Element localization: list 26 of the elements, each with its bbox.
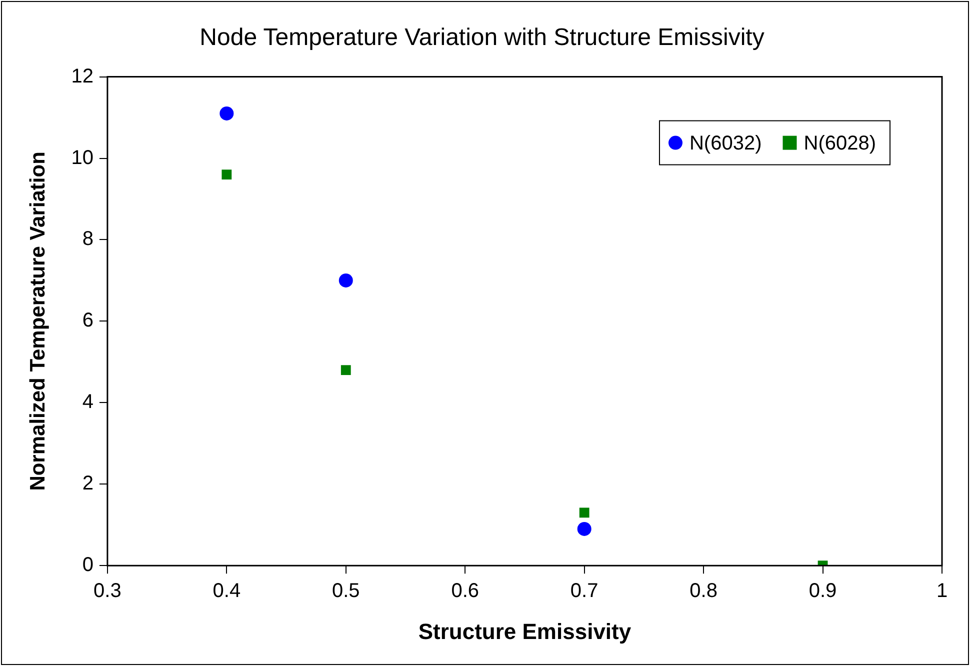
x-tick-label: 0.8 (690, 580, 718, 602)
point (577, 522, 592, 536)
x-tick-label: 1 (936, 580, 948, 602)
point (579, 508, 590, 518)
point (220, 106, 234, 120)
y-tick-label: 12 (71, 65, 94, 88)
x-tick-label: 0.9 (808, 580, 837, 602)
y-tick-label: 2 (82, 472, 94, 495)
x-tick-label: 0.5 (332, 580, 360, 602)
point (338, 273, 353, 288)
x-tick-label: 0.4 (212, 580, 241, 602)
point (222, 170, 232, 180)
legend-label: N(6032) (689, 132, 762, 154)
x-tick-label: 0.3 (94, 580, 122, 602)
y-tick-label: 6 (82, 310, 94, 332)
x-axis-title: Structure Emissivity (418, 618, 632, 644)
y-tick-label: 4 (82, 391, 94, 414)
x-tick-label: 0.7 (570, 580, 598, 602)
y-tick-label: 10 (71, 146, 94, 169)
legend-label: N(6028) (804, 132, 876, 154)
y-axis-title: Normalized Temperature Variation (26, 152, 50, 491)
y-tick-label: 8 (82, 228, 94, 250)
chart-title: Node Temperature Variation with Structure Emissivity (200, 24, 764, 52)
y-tick-label: 0 (82, 554, 94, 576)
x-tick-label: 0.6 (451, 580, 480, 602)
point (340, 365, 351, 376)
